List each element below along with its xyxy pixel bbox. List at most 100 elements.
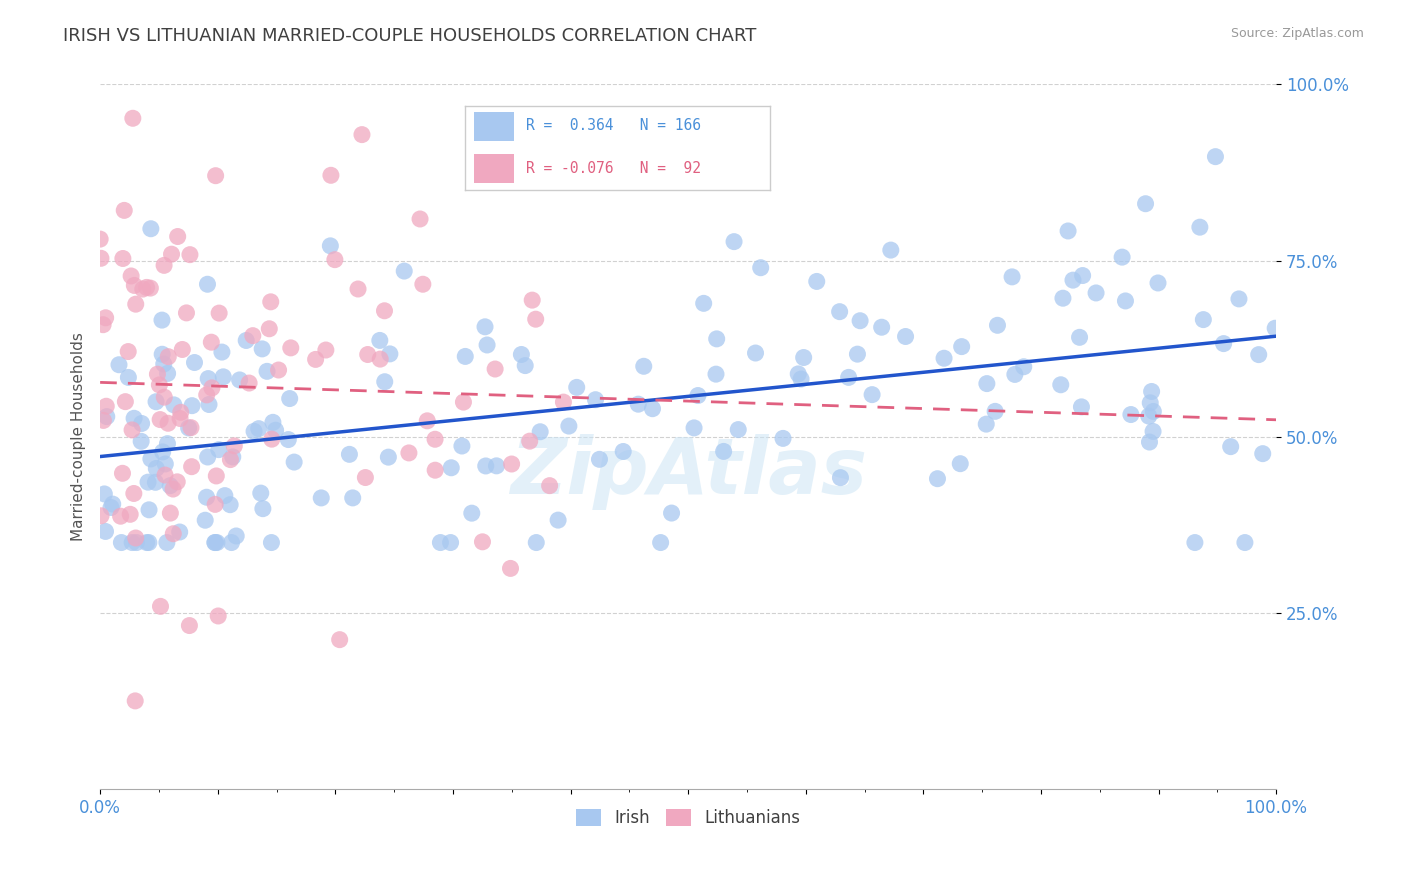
- Point: [262, 415, 284, 429]
- Point: [439, 535, 461, 549]
- Point: [212, 369, 235, 384]
- Point: [806, 275, 828, 289]
- Point: [96, 409, 118, 424]
- Point: [846, 347, 869, 361]
- Point: [357, 347, 380, 361]
- Point: [392, 264, 415, 278]
- Point: [267, 363, 290, 377]
- Point: [627, 397, 650, 411]
- Point: [125, 535, 148, 549]
- Point: [471, 534, 494, 549]
- Point: [828, 304, 851, 318]
- Point: [221, 535, 243, 549]
- Point: [633, 359, 655, 374]
- Point: [1204, 150, 1226, 164]
- Point: [1085, 285, 1108, 300]
- Point: [153, 390, 176, 404]
- Point: [350, 128, 373, 142]
- Point: [475, 338, 498, 352]
- Point: [585, 392, 607, 407]
- Point: [1069, 330, 1091, 344]
- Point: [157, 417, 180, 431]
- Point: [136, 475, 159, 490]
- Point: [243, 425, 266, 439]
- Point: [110, 535, 132, 549]
- Point: [641, 401, 664, 416]
- Point: [222, 450, 245, 464]
- Point: [114, 394, 136, 409]
- Point: [166, 229, 188, 244]
- Point: [208, 442, 231, 457]
- Point: [661, 506, 683, 520]
- Point: [1057, 224, 1080, 238]
- Point: [927, 472, 949, 486]
- Point: [529, 425, 551, 439]
- Point: [412, 277, 434, 292]
- Point: [110, 509, 132, 524]
- Point: [1012, 359, 1035, 374]
- Point: [368, 352, 391, 367]
- Point: [108, 358, 131, 372]
- Point: [181, 399, 204, 413]
- Point: [238, 376, 260, 390]
- Point: [120, 268, 142, 283]
- Point: [100, 500, 122, 515]
- Point: [219, 452, 242, 467]
- Point: [129, 434, 152, 449]
- Point: [484, 362, 506, 376]
- Point: [169, 411, 191, 425]
- Point: [197, 371, 219, 385]
- Point: [870, 320, 893, 334]
- Point: [1049, 377, 1071, 392]
- Point: [1251, 447, 1274, 461]
- Point: [1233, 535, 1256, 549]
- Point: [461, 506, 484, 520]
- Point: [1264, 321, 1286, 335]
- Point: [135, 535, 157, 549]
- Point: [162, 482, 184, 496]
- Point: [787, 367, 810, 381]
- Point: [152, 357, 174, 371]
- Point: [157, 350, 180, 364]
- Point: [524, 535, 547, 549]
- Point: [117, 370, 139, 384]
- Point: [454, 350, 477, 364]
- Point: [278, 392, 301, 406]
- Point: [1147, 276, 1170, 290]
- Point: [501, 457, 523, 471]
- Point: [90, 508, 112, 523]
- Point: [204, 169, 226, 183]
- Point: [96, 399, 118, 413]
- Point: [1119, 408, 1142, 422]
- Point: [205, 469, 228, 483]
- Point: [339, 447, 361, 461]
- Point: [986, 318, 1008, 333]
- Point: [121, 112, 143, 126]
- Point: [166, 475, 188, 489]
- Point: [984, 404, 1007, 418]
- Point: [315, 343, 337, 357]
- Point: [204, 497, 226, 511]
- Point: [347, 282, 370, 296]
- Point: [692, 296, 714, 310]
- Point: [342, 491, 364, 505]
- Point: [849, 314, 872, 328]
- Point: [120, 508, 142, 522]
- Point: [374, 375, 396, 389]
- Point: [149, 412, 172, 426]
- Point: [416, 414, 439, 428]
- Point: [683, 421, 706, 435]
- Point: [124, 278, 146, 293]
- Point: [207, 609, 229, 624]
- Point: [156, 535, 179, 549]
- Point: [152, 445, 174, 459]
- Point: [423, 432, 446, 446]
- Point: [180, 459, 202, 474]
- Point: [264, 423, 287, 437]
- Point: [1184, 535, 1206, 549]
- Point: [156, 436, 179, 450]
- Point: [132, 282, 155, 296]
- Point: [329, 632, 352, 647]
- Point: [122, 411, 145, 425]
- Point: [283, 455, 305, 469]
